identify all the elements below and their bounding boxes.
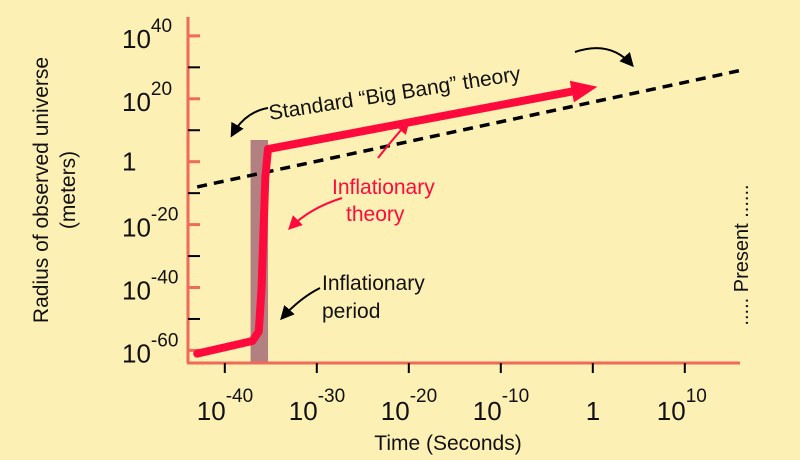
inflationary-theory-arrow-up	[377, 119, 410, 159]
y-tick-label: 10-40	[122, 268, 178, 306]
y-axis-label: Radius of observed universe (meters)	[30, 57, 80, 323]
present-label: ..... Present ......	[731, 184, 753, 325]
x-tick-label: 10-30	[289, 386, 345, 426]
inflationary-theory-label-line1: Inflationary	[332, 176, 435, 199]
inflationary-period-arrow	[280, 287, 321, 321]
y-axis-label-line1: Radius of observed universe	[30, 57, 53, 323]
inflationary-theory-arrow-left	[288, 197, 343, 230]
standard-theory-arrow-left	[230, 107, 269, 138]
series-standard-big-bang-line	[196, 68, 741, 189]
x-tick-marks	[223, 363, 686, 373]
y-tick-label: 1020	[122, 79, 172, 117]
y-tick-labels: 1040 1020 1 10-20 10-40 10-60	[122, 16, 178, 369]
standard-theory-arrow-right	[574, 47, 634, 68]
x-tick-label: 1010	[657, 386, 707, 426]
y-tick-label: 1	[122, 147, 136, 177]
x-tick-label: 1	[586, 396, 600, 426]
inflationary-theory-label-line2: theory	[346, 203, 405, 226]
series-inflationary-line	[193, 85, 588, 358]
y-tick-label: 10-60	[122, 330, 178, 368]
y-tick-label: 10-20	[122, 205, 178, 243]
inflationary-period-label-line1: Inflationary	[322, 272, 425, 295]
y-tick-marks	[188, 34, 200, 352]
x-tick-labels: 10-40 10-30 10-20 10-10 1 1010	[197, 386, 707, 426]
x-axis-label: Time (Seconds)	[374, 432, 521, 455]
standard-theory-label: Standard “Big Bang” theory	[267, 62, 522, 125]
inflationary-arrowhead	[569, 80, 598, 103]
x-tick-label: 10-10	[473, 386, 529, 426]
x-tick-label: 10-20	[381, 386, 437, 426]
y-axis-label-line2: (meters)	[57, 151, 80, 229]
x-tick-label: 10-40	[197, 386, 253, 426]
y-tick-label: 1040	[122, 16, 172, 54]
inflationary-period-label-line2: period	[322, 300, 380, 323]
